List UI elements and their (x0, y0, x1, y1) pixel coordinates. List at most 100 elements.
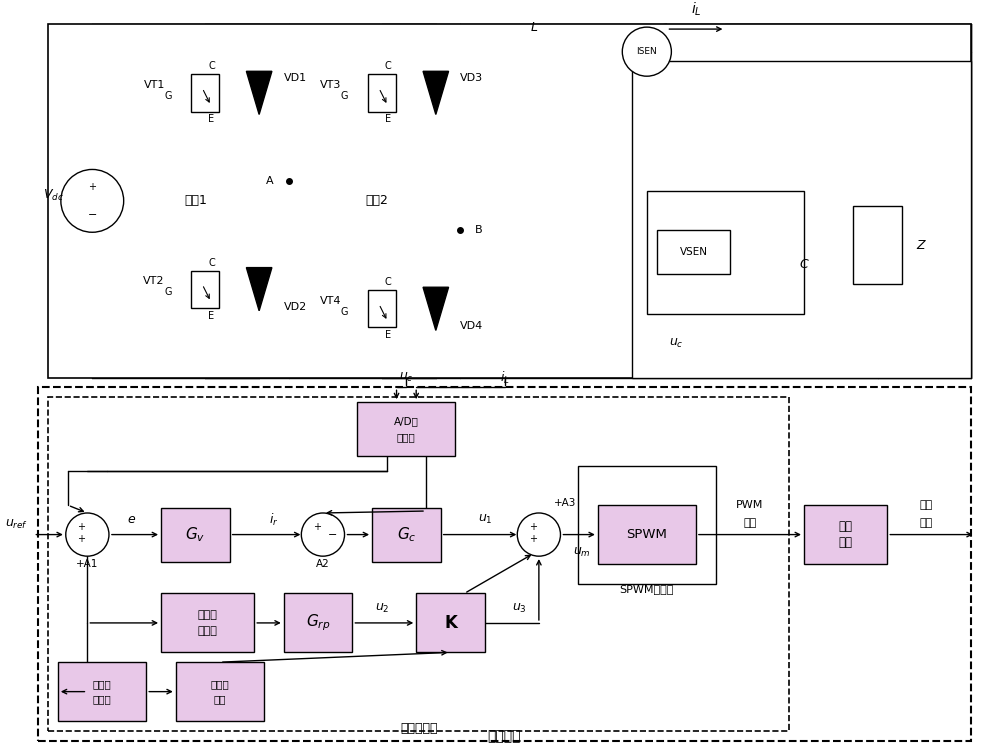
Text: E: E (208, 311, 214, 320)
Text: Z: Z (917, 238, 925, 252)
Bar (368, 74, 396, 111)
Text: +: + (313, 521, 321, 532)
Polygon shape (423, 71, 449, 114)
Text: VSEN: VSEN (679, 247, 707, 258)
Text: $u_c$: $u_c$ (669, 337, 684, 350)
Text: E: E (208, 114, 214, 125)
Text: 机构: 机构 (214, 695, 226, 704)
Text: C: C (385, 277, 392, 288)
Text: 谐波频: 谐波频 (93, 679, 111, 689)
Text: 驱动: 驱动 (839, 520, 853, 533)
Text: VD2: VD2 (284, 302, 307, 311)
Text: A: A (266, 176, 274, 186)
Text: $i_L$: $i_L$ (691, 1, 701, 18)
Bar (48, 24, 971, 377)
Text: VT1: VT1 (143, 80, 165, 90)
Bar (632, 61, 971, 377)
Text: +A1: +A1 (76, 559, 99, 569)
Bar (357, 402, 455, 456)
Text: $G_c$: $G_c$ (397, 526, 416, 545)
Text: 谱计算: 谱计算 (93, 695, 111, 704)
Bar (578, 466, 716, 583)
Text: +A3: +A3 (554, 498, 576, 508)
Text: C: C (385, 61, 392, 72)
Bar (657, 230, 730, 274)
Text: +: + (529, 521, 537, 532)
Text: VT2: VT2 (143, 276, 165, 286)
Circle shape (61, 170, 124, 232)
Text: 桥臂1: 桥臂1 (184, 194, 207, 208)
Bar (48, 397, 789, 731)
Text: A/D转: A/D转 (394, 416, 419, 427)
Text: E: E (385, 330, 391, 341)
Bar (191, 74, 219, 111)
Text: $u_3$: $u_3$ (512, 601, 527, 615)
Text: 自适应: 自适应 (210, 679, 229, 689)
Text: G: G (341, 91, 348, 101)
Text: $u_2$: $u_2$ (375, 601, 389, 615)
Bar (38, 388, 971, 741)
Text: +: + (77, 521, 85, 532)
Bar (161, 508, 230, 562)
Text: 桥臂2: 桥臂2 (365, 194, 388, 208)
Circle shape (301, 513, 345, 557)
Bar (804, 505, 887, 564)
Text: L: L (530, 21, 537, 34)
Polygon shape (423, 288, 449, 330)
Text: −: − (328, 530, 337, 539)
Text: B: B (475, 226, 483, 235)
Text: VT4: VT4 (320, 296, 342, 306)
Text: G: G (341, 307, 348, 317)
Bar (161, 593, 254, 652)
Text: 脉冲: 脉冲 (920, 500, 933, 510)
Text: $u_c$: $u_c$ (399, 371, 414, 384)
Bar (372, 508, 441, 562)
Bar (284, 593, 352, 652)
Bar (598, 505, 696, 564)
Text: +: + (88, 182, 96, 192)
Text: 电路: 电路 (839, 536, 853, 549)
Text: VD3: VD3 (460, 73, 483, 83)
Bar (368, 290, 396, 327)
Text: 换电路: 换电路 (397, 432, 416, 442)
Text: ISEN: ISEN (636, 47, 657, 56)
Text: $u_{ref}$: $u_{ref}$ (5, 518, 28, 531)
Text: +: + (77, 535, 85, 545)
Text: G: G (164, 91, 172, 101)
Circle shape (622, 27, 671, 76)
Text: VD1: VD1 (284, 73, 307, 83)
Text: PWM: PWM (736, 500, 764, 510)
Text: VD4: VD4 (460, 321, 484, 332)
Text: SPWM: SPWM (626, 528, 667, 541)
Text: 谐波提: 谐波提 (198, 610, 218, 620)
Text: E: E (385, 114, 391, 125)
Text: $i_L$: $i_L$ (500, 370, 509, 385)
Circle shape (66, 513, 109, 557)
Text: A2: A2 (316, 559, 330, 569)
Text: $e$: $e$ (127, 513, 136, 527)
Bar (853, 205, 902, 285)
Text: $G_v$: $G_v$ (185, 526, 205, 545)
Text: C: C (208, 61, 215, 72)
Text: G: G (164, 287, 172, 297)
Text: 脉冲: 脉冲 (743, 518, 757, 528)
Polygon shape (246, 71, 272, 114)
Text: +: + (529, 535, 537, 545)
Text: $V_{dc}$: $V_{dc}$ (43, 188, 63, 203)
Text: $i_r$: $i_r$ (269, 512, 279, 528)
Bar (191, 270, 219, 308)
Text: C: C (208, 258, 215, 267)
Bar (647, 191, 804, 314)
Polygon shape (246, 267, 272, 311)
Circle shape (517, 513, 560, 557)
Text: C: C (799, 258, 808, 271)
Text: 控制系统: 控制系统 (488, 730, 521, 744)
Bar (416, 593, 485, 652)
Text: VT3: VT3 (320, 80, 341, 90)
Bar (58, 662, 146, 721)
Text: 取环节: 取环节 (198, 626, 218, 636)
Text: 信号: 信号 (920, 518, 933, 528)
Text: $u_1$: $u_1$ (478, 513, 492, 527)
Text: $u_m$: $u_m$ (573, 546, 591, 559)
Bar (176, 662, 264, 721)
